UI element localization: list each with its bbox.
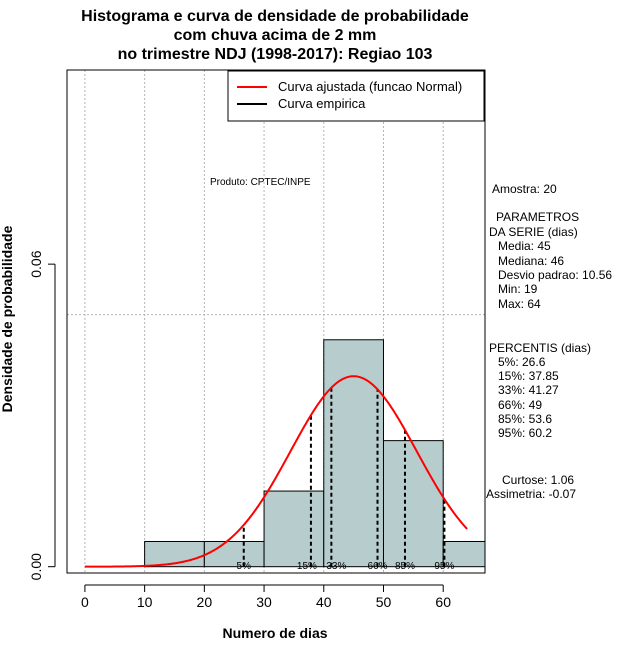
chart-title-line-1: Histograma e curva de densidade de proba… bbox=[81, 8, 469, 25]
percentile-label-1: 15% bbox=[297, 561, 317, 572]
percentile-label-3: 66% bbox=[368, 561, 388, 572]
percentile-lines bbox=[242, 387, 446, 567]
param-min: Min: 19 bbox=[498, 282, 538, 296]
legend-box bbox=[227, 70, 485, 122]
product-annotation: Produto: CPTEC/INPE bbox=[210, 177, 311, 188]
stats-panel: Amostra: 20 PARAMETROS DA SERIE (dias) M… bbox=[486, 182, 612, 501]
x-tick-label-5: 50 bbox=[376, 594, 392, 610]
x-tick-label-4: 40 bbox=[316, 594, 332, 610]
params-title-1: PARAMETROS bbox=[496, 210, 579, 224]
param-max: Max: 64 bbox=[498, 297, 541, 311]
x-tick-label-3: 30 bbox=[256, 594, 272, 610]
x-tick-label-6: 60 bbox=[435, 594, 451, 610]
grid bbox=[67, 70, 485, 573]
params-title-2: DA SERIE (dias) bbox=[489, 225, 578, 239]
percentile-label-2: 33% bbox=[326, 561, 346, 572]
y-axis-label: Densidade de probabilidade bbox=[0, 225, 15, 412]
sample-count: Amostra: 20 bbox=[492, 182, 557, 196]
x-tick-label-1: 10 bbox=[137, 594, 153, 610]
plot-frame bbox=[66, 69, 486, 574]
histogram-bar-3 bbox=[323, 339, 384, 568]
y-tick-label-1: 0.06 bbox=[28, 250, 44, 277]
param-mediana: Mediana: 46 bbox=[498, 254, 564, 268]
histogram-bar-5 bbox=[442, 540, 486, 568]
percentile-label-4: 85% bbox=[395, 561, 415, 572]
chart-title-line-2: com chuva acima de 2 mm bbox=[174, 27, 377, 44]
percentil-95: 95%: 60.2 bbox=[498, 426, 552, 440]
histogram-bar-4 bbox=[382, 440, 444, 568]
histogram-bar-1 bbox=[203, 540, 265, 568]
percentile-labels: 5% 15% 33% 66% 85% 95% bbox=[237, 561, 455, 572]
legend-label-empirical: Curva empirica bbox=[278, 96, 366, 111]
percentil-85: 85%: 53.6 bbox=[498, 412, 552, 426]
legend: Curva ajustada (funcao Normal) Curva emp… bbox=[227, 70, 485, 122]
percentil-66: 66%: 49 bbox=[498, 398, 542, 412]
percentil-15: 15%: 37.85 bbox=[498, 369, 559, 383]
x-tick-label-0: 0 bbox=[81, 594, 89, 610]
assimetria: Assimetria: -0.07 bbox=[486, 487, 576, 501]
percentis-title: PERCENTIS (dias) bbox=[489, 341, 591, 355]
param-media: Media: 45 bbox=[498, 239, 551, 253]
histogram-bars bbox=[144, 339, 486, 568]
legend-label-normal: Curva ajustada (funcao Normal) bbox=[278, 79, 462, 94]
chart-title-line-3: no trimestre NDJ (1998-2017): Regiao 103 bbox=[118, 46, 433, 63]
x-axis-label: Numero de dias bbox=[222, 625, 327, 641]
x-axis: 0 10 20 30 40 50 60 bbox=[81, 584, 451, 610]
param-desvio: Desvio padrao: 10.56 bbox=[498, 268, 612, 282]
percentil-33: 33%: 41.27 bbox=[498, 383, 559, 397]
percentil-5: 5%: 26.6 bbox=[498, 355, 546, 369]
percentile-label-5: 95% bbox=[434, 561, 454, 572]
normal-curve-layer bbox=[84, 375, 468, 568]
y-axis: 0.00 0.06 bbox=[28, 250, 56, 580]
histogram-bar-2 bbox=[263, 490, 325, 568]
x-tick-label-2: 20 bbox=[197, 594, 213, 610]
curtose: Curtose: 1.06 bbox=[502, 473, 574, 487]
y-tick-label-0: 0.00 bbox=[28, 553, 44, 580]
percentile-label-0: 5% bbox=[237, 561, 252, 572]
normal-curve bbox=[84, 375, 468, 568]
